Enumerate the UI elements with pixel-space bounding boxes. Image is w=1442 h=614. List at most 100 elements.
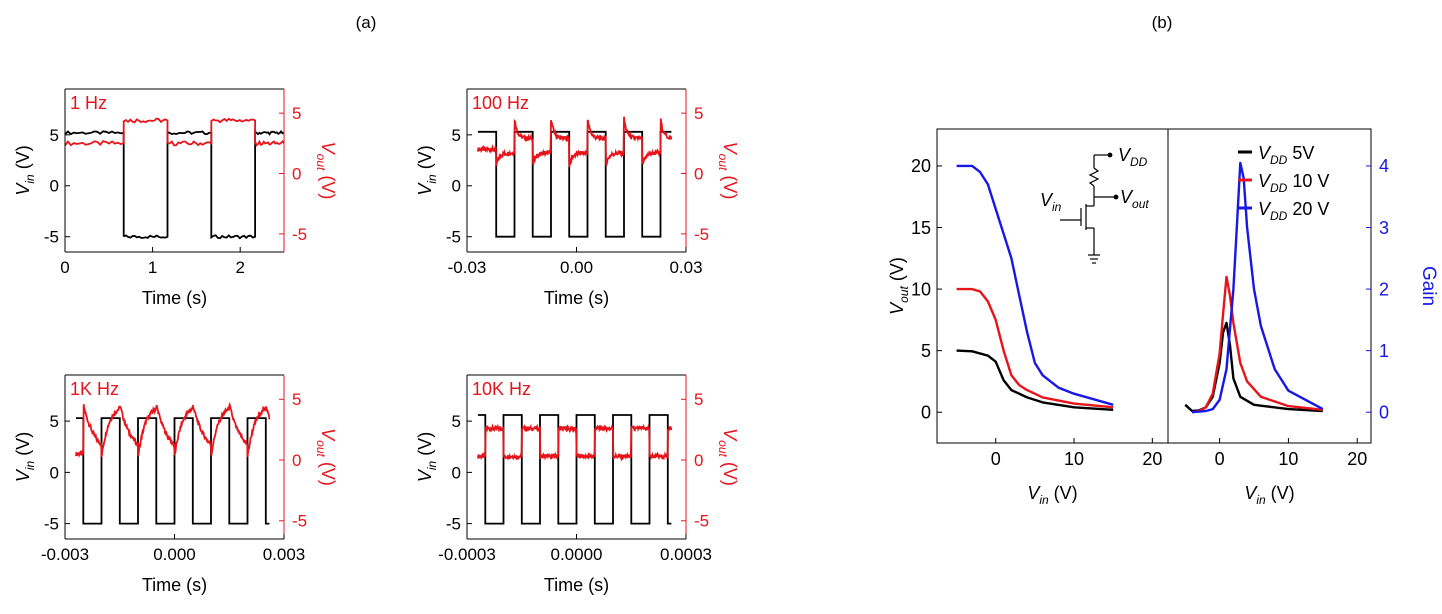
y-tick-label-left: 5 [452,126,461,145]
y-tick-label-left: -5 [44,515,59,534]
plot-area [65,117,284,240]
y-tick-label-right: 0 [292,451,301,470]
x-tick-label: -0.0003 [438,545,496,564]
y-tick-label-right: 5 [694,104,703,123]
y-axis-label-left: Vin (V) [415,432,439,482]
inset-circuit [1060,152,1119,264]
series-vin-line [76,417,270,525]
x-tick-label: 0 [991,449,1001,469]
y-axis-label-right: Vout (V) [716,428,740,486]
panel-label-b: (b) [1152,13,1173,32]
y-tick-label-left: 0 [50,463,59,482]
legend-label: VDD 20 V [1258,199,1329,223]
series-vout-line [65,117,284,147]
y-tick-label-left: 5 [50,126,59,145]
legend-label: VDD 5V [1258,143,1314,167]
plot-area [477,116,673,238]
y-axis-label-vout: Vout (V) [887,257,911,315]
plot-area [75,401,271,525]
y-tick-label-left: 0 [452,177,461,196]
vout-series-3 [956,164,1114,406]
gain-series-2 [1191,275,1323,414]
y-tick-label-right: 5 [292,104,301,123]
freq-annotation: 100 Hz [472,93,529,113]
y-tick-label-left: 15 [911,218,931,238]
y-tick-label-right: -5 [694,512,709,531]
y-tick-label-left: 5 [452,412,461,431]
inset-label-vout: Vout [1120,187,1149,211]
x-tick-label: 0.0003 [660,545,712,564]
y-tick-label-right: -5 [292,225,307,244]
y-axis-label-right: Vout (V) [314,428,338,486]
y-axis-label-right: Vout (V) [716,142,740,200]
y-tick-label-left: -5 [446,515,461,534]
resistor [1088,167,1100,187]
freq-annotation: 1 Hz [70,93,107,113]
y-axis-label-left: Vin (V) [13,145,37,195]
vout-node [1113,194,1119,200]
y-tick-label-right: 0 [1379,403,1389,423]
y-tick-label-right: 5 [292,390,301,409]
y-tick-label-left: 5 [921,341,931,361]
chart-b: 0 10 20 0 5 10 15 20 0 10 20 0 1 2 3 4 Vin (V) Vin (V) Vou… [887,128,1439,507]
x-tick-label: 20 [1347,449,1367,469]
x-tick-label: 10 [1064,449,1084,469]
freq-annotation: 10K Hz [472,379,531,399]
gain-series-3 [1191,161,1324,414]
x-tick-label: 20 [1142,449,1162,469]
y-axis-label-left: Vin (V) [13,432,37,482]
panel-label-a: (a) [356,13,377,32]
x-axis-label: Time (s) [142,575,207,595]
y-axis-label-left: Vin (V) [415,145,439,195]
x-tick-label: 2 [235,258,244,277]
vout-series-2 [956,287,1114,409]
x-tick-label: -0.003 [41,545,89,564]
x-tick-label: 0.000 [153,545,196,564]
series-vin-line [477,130,672,238]
chart-a4: -0.0003 0.0000 0.0003 -5 0 5 -5 0 5 10K Hz Time (s… [415,374,740,595]
x-axis-label-left: Vin (V) [1027,483,1077,507]
y-tick-label-right: 5 [694,390,703,409]
x-tick-label: 10 [1278,449,1298,469]
x-axis-label: Time (s) [544,288,609,308]
y-tick-label-right: -5 [694,225,709,244]
y-tick-label-right: 4 [1379,156,1389,176]
y-tick-label-right: 3 [1379,218,1389,238]
x-tick-label: 0.00 [560,258,593,277]
y-axis-label-right: Vout (V) [314,142,338,200]
inset-label-vdd: VDD [1118,145,1148,169]
frame [936,128,1372,444]
y-axis-label-gain: Gain [1418,266,1439,306]
y-tick-label-right: 1 [1379,341,1389,361]
x-tick-label: 0.03 [669,258,702,277]
freq-annotation: 1K Hz [70,379,119,399]
x-axis-label: Time (s) [544,575,609,595]
x-tick-label: 1 [148,258,157,277]
y-tick-label-left: -5 [446,228,461,247]
y-tick-label-right: 0 [694,451,703,470]
legend-label: VDD 10 V [1258,171,1329,195]
y-tick-label-left: 0 [50,177,59,196]
chart-a3: -0.003 0.000 0.003 -5 0 5 -5 0 5 1K Hz Time (s) Vin… [13,374,338,595]
y-tick-label-right: 0 [694,164,703,183]
chart-a2: -0.03 0.00 0.03 -5 0 5 -5 0 5 100 Hz Time (s) Vin (… [415,88,740,308]
plot-area [477,414,673,525]
series-vout-line [477,116,673,168]
x-tick-label: -0.03 [448,258,487,277]
y-tick-label-left: 20 [911,156,931,176]
y-tick-label-left: 0 [452,463,461,482]
x-axis-label: Time (s) [142,288,207,308]
series-vin-line [65,129,284,240]
y-tick-label-left: 0 [921,403,931,423]
x-axis-label-right: Vin (V) [1244,483,1294,507]
y-tick-label-left: 5 [50,412,59,431]
x-tick-label: 0 [1215,449,1225,469]
y-tick-label-right: 2 [1379,279,1389,299]
series-vout-line [477,423,673,462]
vdd-node [1107,152,1113,158]
x-tick-label: 0.0000 [551,545,603,564]
y-tick-label-right: -5 [292,512,307,531]
